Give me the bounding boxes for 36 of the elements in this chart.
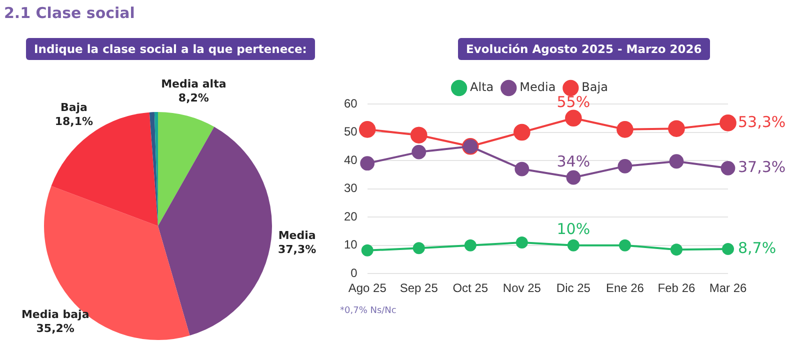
y-tick-label: 0 [350, 266, 358, 280]
slice-label: Media alta [161, 78, 226, 91]
y-tick-label: 30 [344, 181, 358, 196]
data-label: 55% [556, 93, 590, 112]
data-label: 37,3% [738, 158, 786, 176]
legend-label: Alta [470, 80, 494, 94]
y-tick-label: 20 [344, 209, 358, 224]
text: *0,7% Ns/Nc [340, 306, 396, 316]
x-tick-label: Dic 25 [556, 281, 591, 296]
x-tick-label: Ene 26 [606, 281, 644, 296]
data-label: 37,3% [278, 243, 316, 256]
chart-title: Evolución Agosto 2025 - Marzo 2026 [458, 38, 710, 60]
slice-label: Media [278, 229, 316, 242]
y-tick-label: 10 [344, 238, 358, 252]
data-label: 10% [556, 220, 590, 238]
x-tick-label: Feb 26 [658, 281, 696, 296]
data-label: 53,3% [738, 112, 786, 131]
chart-title: 2.1 Clase social [4, 4, 135, 22]
data-label: 35,2% [36, 322, 74, 336]
y-tick-label: 40 [344, 152, 358, 167]
chart-subtitle: Indique la clase social a la que pertenece: [26, 38, 315, 60]
y-tick-label: 50 [344, 124, 358, 139]
x-tick-label: Nov 25 [502, 281, 542, 296]
y-tick-label: 60 [344, 96, 358, 110]
data-label: 8,2% [178, 92, 209, 105]
slice-label: Baja [60, 101, 88, 114]
legend-label: Baja [582, 80, 608, 94]
x-tick-label: Ago 25 [348, 281, 387, 296]
data-label: 18,1% [54, 115, 94, 128]
slice-label: Media baja [21, 308, 90, 322]
x-tick-label: Sep 25 [400, 281, 438, 296]
x-tick-label: Mar 26 [709, 281, 747, 296]
x-tick-label: Oct 25 [452, 281, 488, 296]
data-label: 34% [556, 152, 590, 170]
legend-label: Media [520, 80, 556, 94]
data-label: 8,7% [738, 238, 776, 257]
